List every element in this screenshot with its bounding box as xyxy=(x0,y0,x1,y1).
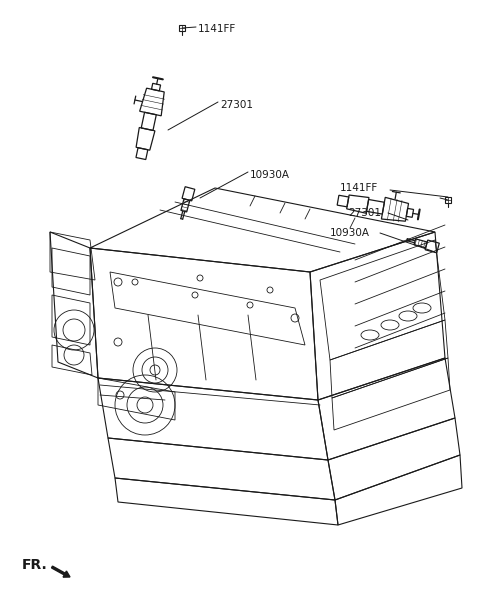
Text: 27301: 27301 xyxy=(348,208,381,218)
Text: 1141FF: 1141FF xyxy=(198,24,236,34)
Text: 10930A: 10930A xyxy=(330,228,370,238)
Text: 27301: 27301 xyxy=(220,100,253,110)
FancyArrow shape xyxy=(51,566,70,577)
Text: 1141FF: 1141FF xyxy=(340,183,378,193)
Text: 10930A: 10930A xyxy=(250,170,290,180)
Text: FR.: FR. xyxy=(22,558,48,572)
